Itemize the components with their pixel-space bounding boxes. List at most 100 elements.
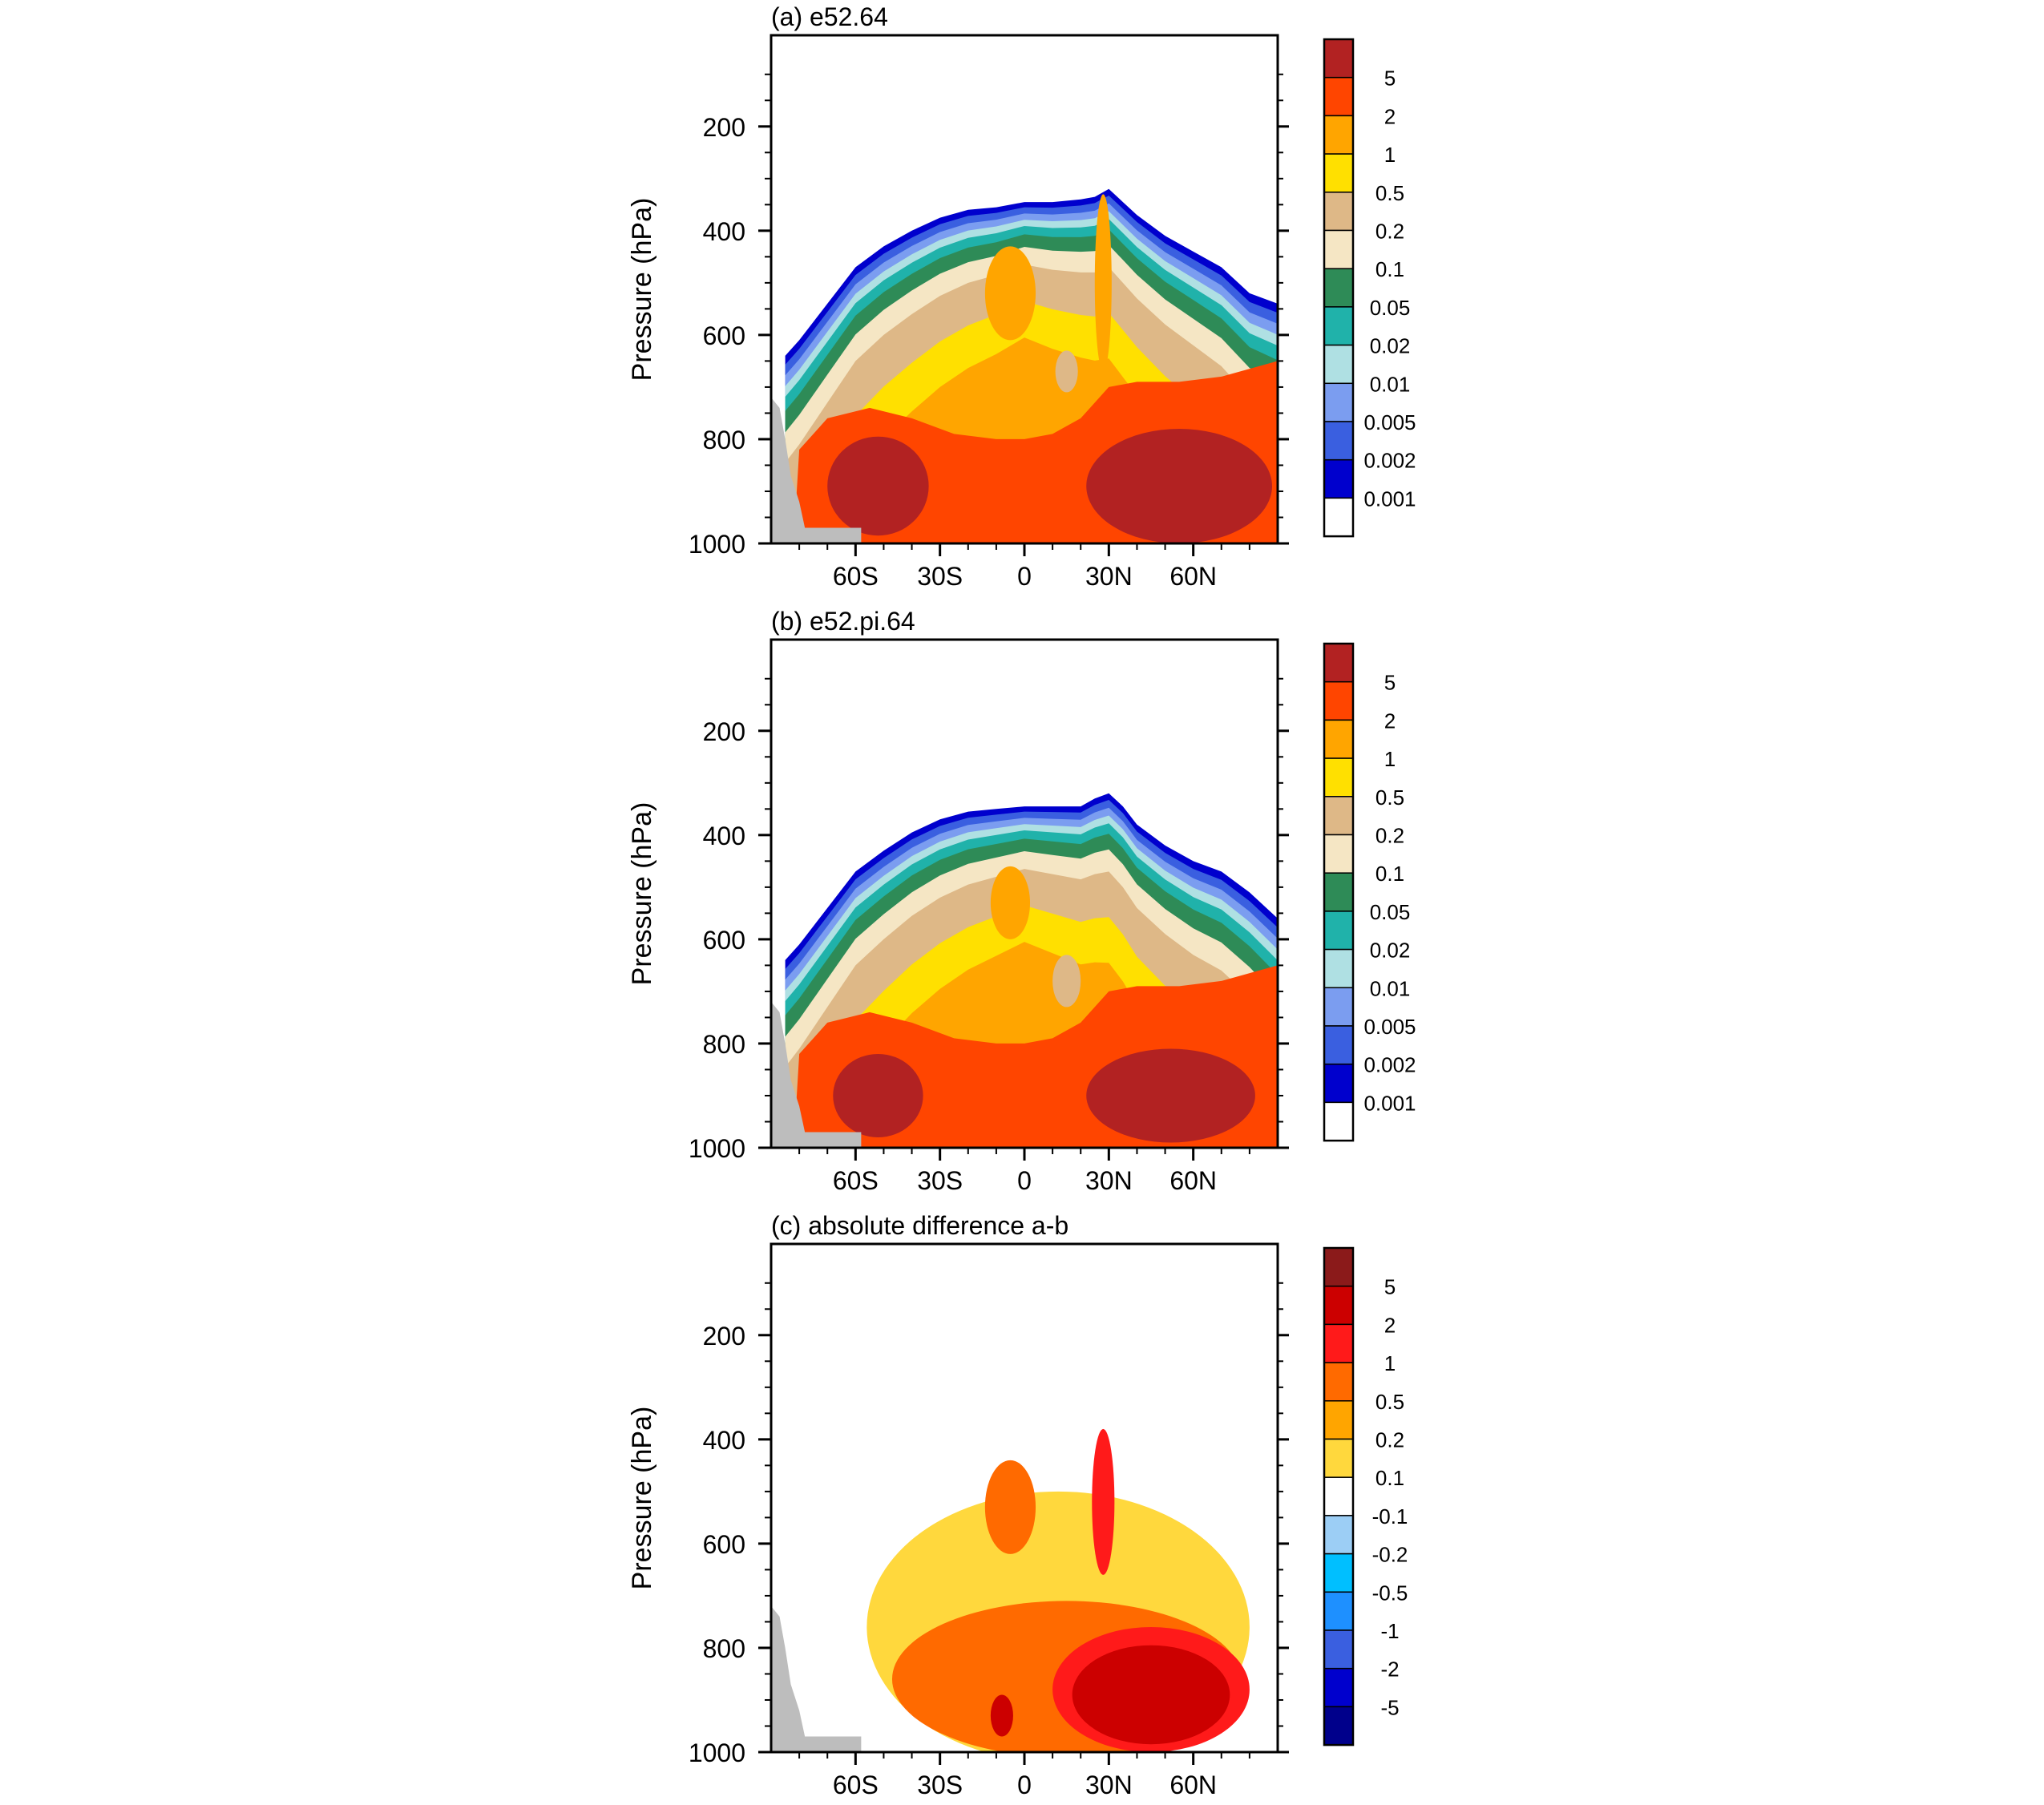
colorbar-label: 1 bbox=[1384, 747, 1396, 771]
colorbar-swatch bbox=[1323, 1247, 1354, 1287]
y-tick-label: 1000 bbox=[689, 530, 745, 559]
y-axis-b: 200 400 600 800 1000 bbox=[689, 677, 1289, 1163]
colorbar-swatch bbox=[1323, 1515, 1354, 1555]
colorbar-swatch bbox=[1323, 1323, 1354, 1363]
contour-blob bbox=[1086, 1048, 1255, 1143]
colorbar-frame bbox=[1323, 642, 1355, 1142]
contour-field bbox=[771, 188, 1278, 543]
colorbar-swatch bbox=[1323, 1591, 1354, 1631]
colorbar-label: 0.02 bbox=[1370, 334, 1411, 358]
colorbar-label: 5 bbox=[1384, 67, 1396, 91]
contour-blob bbox=[984, 246, 1036, 341]
colorbar-swatch bbox=[1323, 1063, 1354, 1104]
x-axis-a: 60S 30S 0 30N 60N bbox=[798, 543, 1250, 591]
colorbar-swatch bbox=[1323, 1101, 1354, 1141]
colorbar-label: 0.005 bbox=[1363, 410, 1416, 434]
colorbar-label: -1 bbox=[1380, 1619, 1399, 1643]
colorbar-swatch bbox=[1323, 1025, 1354, 1065]
contour-region bbox=[1072, 1645, 1230, 1745]
x-tick-label: 60S bbox=[833, 1166, 879, 1195]
colorbar-label: -5 bbox=[1380, 1695, 1399, 1719]
y-tick-label: 400 bbox=[703, 217, 745, 246]
y-tick-label: 600 bbox=[703, 1530, 745, 1559]
colorbar-swatch bbox=[1323, 1438, 1354, 1478]
x-tick-label: 0 bbox=[1017, 562, 1032, 591]
y-axis-label: Pressure (hPa) bbox=[627, 1407, 657, 1590]
colorbar-label: 0.5 bbox=[1375, 181, 1404, 205]
y-tick-label: 400 bbox=[703, 822, 745, 850]
contour-field bbox=[771, 1428, 1250, 1752]
colorbar-label: 0.001 bbox=[1363, 1091, 1416, 1115]
y-axis-label: Pressure (hPa) bbox=[627, 802, 657, 986]
x-tick-label: 30S bbox=[917, 1771, 963, 1799]
colorbar-swatch bbox=[1323, 115, 1354, 155]
y-tick-label: 200 bbox=[703, 717, 745, 746]
colorbar-swatch bbox=[1323, 1476, 1354, 1516]
y-tick-label: 200 bbox=[703, 1322, 745, 1351]
colorbar-b: 5 2 1 0.5 0.2 0.1 0.05 0.02 0.01 0.005 0.002 0.001 bbox=[1323, 642, 1416, 1142]
colorbar-frame bbox=[1323, 38, 1355, 538]
colorbar-swatch bbox=[1323, 153, 1354, 193]
colorbar-label: 0.1 bbox=[1375, 1466, 1404, 1490]
colorbar-swatch bbox=[1323, 680, 1354, 721]
colorbar-label: 5 bbox=[1384, 671, 1396, 695]
colorbar-a: 5 2 1 0.5 0.2 0.1 0.05 0.02 0.01 0.005 0.002 0.001 bbox=[1323, 38, 1416, 538]
x-tick-label: 0 bbox=[1017, 1166, 1032, 1195]
colorbar-label: 0.5 bbox=[1375, 1390, 1404, 1414]
colorbar-label: 0.1 bbox=[1375, 862, 1404, 886]
x-tick-label: 60S bbox=[833, 1771, 879, 1799]
y-axis-label: Pressure (hPa) bbox=[627, 198, 657, 382]
panel-title: (c) absolute difference a-b bbox=[771, 1211, 1068, 1240]
contour-blob bbox=[1094, 194, 1112, 372]
x-tick-label: 30S bbox=[917, 562, 963, 591]
colorbar-swatch bbox=[1323, 268, 1354, 308]
colorbar-label: 0.01 bbox=[1370, 372, 1411, 396]
colorbar-swatch bbox=[1323, 306, 1354, 346]
colorbar-swatch bbox=[1323, 1629, 1354, 1670]
plot-area-b bbox=[771, 793, 1278, 1148]
x-tick-label: 60N bbox=[1169, 1771, 1217, 1799]
colorbar-swatch bbox=[1323, 1553, 1354, 1593]
colorbar-swatch bbox=[1323, 344, 1354, 385]
contour-blob bbox=[1086, 428, 1272, 543]
colorbar-swatch bbox=[1323, 229, 1354, 269]
colorbar-swatch bbox=[1323, 911, 1354, 951]
contour-region bbox=[984, 1460, 1036, 1554]
colorbar-swatch bbox=[1323, 719, 1354, 759]
colorbar-swatch bbox=[1323, 948, 1354, 989]
x-axis-c: 60S 30S 0 30N 60N bbox=[798, 1752, 1250, 1799]
y-tick-label: 800 bbox=[703, 1634, 745, 1663]
colorbar-label: 2 bbox=[1384, 1313, 1396, 1337]
plot-area-a bbox=[771, 188, 1278, 543]
colorbar-label: 0.5 bbox=[1375, 785, 1404, 810]
colorbar-label: -0.1 bbox=[1372, 1504, 1408, 1528]
panel-b: (b) e52.pi.64 200 400 600 800 1000 60S 30S 0 30… bbox=[627, 607, 1416, 1195]
colorbar-swatch bbox=[1323, 382, 1354, 422]
colorbar-label: 0.01 bbox=[1370, 976, 1411, 1000]
x-axis-b: 60S 30S 0 30N 60N bbox=[798, 1148, 1250, 1195]
colorbar-label: 0.05 bbox=[1370, 900, 1411, 924]
colorbar-label: 1 bbox=[1384, 143, 1396, 167]
colorbar-label: 0.005 bbox=[1363, 1015, 1416, 1039]
colorbar-label: 0.02 bbox=[1370, 939, 1411, 963]
colorbar-swatch bbox=[1323, 1285, 1354, 1326]
topography-mask bbox=[771, 1605, 862, 1752]
contour-blob bbox=[1052, 955, 1081, 1007]
colorbar-label: 0.002 bbox=[1363, 1053, 1416, 1077]
plot-area-c bbox=[771, 1428, 1250, 1752]
y-tick-label: 400 bbox=[703, 1426, 745, 1455]
colorbar-swatch bbox=[1323, 1706, 1354, 1746]
colorbar-label: 0.001 bbox=[1363, 487, 1416, 511]
y-axis-c: 200 400 600 800 1000 bbox=[689, 1282, 1289, 1767]
y-tick-label: 1000 bbox=[689, 1738, 745, 1767]
colorbar-swatch bbox=[1323, 872, 1354, 912]
colorbar-swatch bbox=[1323, 458, 1354, 499]
contour-field bbox=[771, 793, 1278, 1148]
colorbar-c: 5 2 1 0.5 0.2 0.1 -0.1 -0.2 -0.5 -1 -2 -5 bbox=[1323, 1246, 1408, 1746]
y-tick-label: 600 bbox=[703, 926, 745, 955]
panel-title: (b) e52.pi.64 bbox=[771, 607, 915, 636]
colorbar-swatch bbox=[1323, 834, 1354, 874]
y-axis-a: 200 400 600 800 1000 bbox=[689, 73, 1289, 559]
